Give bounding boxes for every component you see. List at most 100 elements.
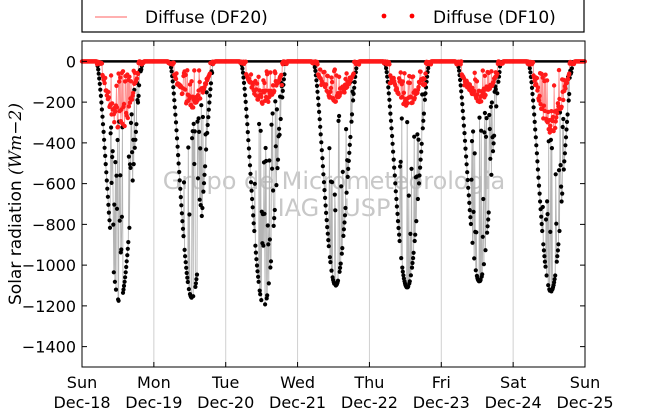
global-point (321, 172, 326, 177)
global-point (99, 107, 104, 112)
global-point (390, 133, 395, 139)
diffuse-point (254, 87, 259, 92)
diffuse-point (268, 70, 273, 75)
global-point (468, 221, 473, 227)
global-point (338, 261, 343, 266)
global-point (346, 166, 351, 171)
global-point (545, 199, 550, 204)
global-point (244, 106, 249, 112)
global-point (464, 162, 469, 167)
global-point (349, 119, 354, 124)
global-point (200, 205, 205, 211)
global-point (106, 210, 111, 215)
diffuse-point (344, 71, 349, 76)
diffuse-point (482, 73, 488, 79)
global-point (98, 93, 103, 98)
diffuse-point (263, 88, 268, 93)
global-point (530, 91, 535, 97)
global-point (325, 231, 330, 236)
global-point (185, 275, 190, 280)
global-point (176, 153, 181, 158)
diffuse-point (207, 71, 213, 76)
global-point (198, 146, 203, 151)
global-point (131, 162, 136, 167)
global-point (407, 279, 412, 284)
global-point (321, 180, 327, 185)
global-point (488, 156, 493, 161)
global-point (406, 193, 411, 198)
global-point (264, 158, 269, 164)
global-point (117, 218, 122, 223)
global-point (272, 216, 277, 221)
global-point (190, 136, 195, 141)
global-point (317, 117, 322, 122)
global-point (277, 126, 282, 131)
global-point (263, 145, 268, 151)
global-point (100, 122, 106, 127)
global-point (204, 147, 209, 152)
diffuse-point (266, 99, 271, 105)
global-point (569, 66, 575, 71)
global-point (399, 256, 404, 261)
diffuse-point (113, 109, 118, 114)
global-point (408, 273, 413, 278)
diffuse-point (564, 80, 570, 86)
diffuse-point (553, 125, 558, 131)
global-point (528, 70, 533, 75)
global-point (413, 232, 418, 237)
global-point (549, 146, 555, 151)
diffuse-point (535, 85, 541, 90)
global-point (472, 151, 477, 156)
global-point (393, 181, 398, 186)
global-point (344, 127, 349, 132)
global-point (199, 213, 204, 219)
global-point (202, 172, 207, 177)
global-point (320, 164, 325, 169)
global-point (206, 115, 211, 120)
x-tick-label-date: Dec-22 (341, 393, 398, 409)
diffuse-point (332, 67, 337, 72)
global-point (462, 131, 467, 136)
legend: Diffuse (DF20) Diffuse (DF10) (81, 0, 585, 33)
global-point (280, 95, 285, 100)
global-point (178, 186, 183, 191)
global-point (326, 244, 331, 249)
y-axis-label: Solar radiation (Wm−2) (6, 103, 26, 305)
diffuse-point (318, 67, 323, 72)
global-point (191, 121, 196, 126)
global-point (96, 67, 101, 72)
global-point (548, 137, 554, 142)
diffuse-point (118, 75, 123, 80)
global-point (115, 137, 120, 143)
global-point (242, 86, 247, 91)
global-point (481, 262, 486, 267)
diffuse-point (537, 93, 542, 99)
diffuse-point (483, 92, 488, 98)
global-point (544, 273, 549, 278)
diffuse-point (410, 74, 416, 79)
global-point (206, 107, 211, 112)
global-point (399, 116, 404, 121)
global-point (398, 159, 403, 164)
global-point (531, 98, 536, 103)
global-point (171, 85, 176, 90)
diffuse-point (256, 74, 261, 80)
global-point (481, 196, 486, 202)
global-point (533, 127, 538, 132)
diffuse-point (400, 79, 405, 84)
global-point (337, 113, 342, 119)
diffuse-point (270, 83, 276, 88)
global-point (317, 109, 322, 114)
global-point (467, 200, 472, 205)
global-point (197, 197, 202, 202)
global-point (420, 126, 425, 131)
global-point (492, 133, 497, 138)
global-point (486, 210, 491, 215)
global-point (320, 156, 325, 161)
diffuse-point (174, 71, 179, 76)
diffuse-point (563, 86, 568, 91)
global-point (108, 131, 113, 136)
diffuse-point (191, 105, 196, 110)
global-point (478, 277, 483, 283)
global-point (466, 193, 471, 198)
